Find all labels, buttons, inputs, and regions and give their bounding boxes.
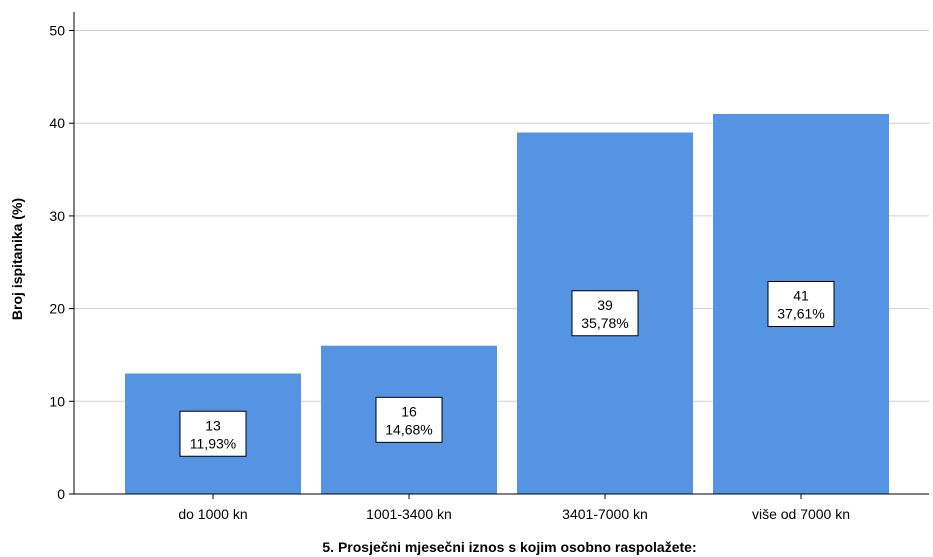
data-label-count: 39 <box>597 297 613 313</box>
data-label-count: 41 <box>793 287 809 303</box>
data-label-count: 16 <box>401 403 417 419</box>
x-tick-label: do 1000 kn <box>178 506 247 522</box>
data-label-box <box>571 290 639 337</box>
y-tick-label: 30 <box>49 208 65 224</box>
data-label: 16 14,68% <box>375 396 443 443</box>
y-axis-ticks: 0 10 20 30 40 50 <box>49 23 74 502</box>
data-label-percent: 11,93% <box>190 435 236 451</box>
data-label: 39 35,78% <box>571 290 639 337</box>
x-axis-title: 5. Prosječni mjesečni iznos s kojim osob… <box>322 539 696 555</box>
data-label-percent: 37,61% <box>777 305 824 321</box>
x-tick-label: više od 7000 kn <box>752 506 850 522</box>
x-tick-label: 1001-3400 kn <box>366 506 452 522</box>
y-tick-label: 50 <box>49 23 65 39</box>
x-tick-label: 3401-7000 kn <box>562 506 648 522</box>
y-tick-label: 20 <box>49 301 65 317</box>
y-tick-label: 10 <box>49 393 65 409</box>
data-label: 41 37,61% <box>767 280 835 327</box>
data-label-percent: 35,78% <box>581 315 628 331</box>
data-label: 13 11,93% <box>179 410 247 457</box>
data-label-box <box>767 280 835 327</box>
data-labels: 13 11,93% 16 14,68% 39 35,78% 41 37,61% <box>179 280 835 457</box>
y-tick-label: 0 <box>57 486 65 502</box>
data-label-box <box>375 396 443 443</box>
data-label-box <box>179 410 247 457</box>
data-label-percent: 14,68% <box>385 421 432 437</box>
y-tick-label: 40 <box>49 115 65 131</box>
data-label-count: 13 <box>205 417 221 433</box>
x-axis-ticks: do 1000 kn 1001-3400 kn 3401-7000 kn više o… <box>178 494 850 522</box>
y-axis-title: Broj ispitanika (%) <box>9 198 25 320</box>
